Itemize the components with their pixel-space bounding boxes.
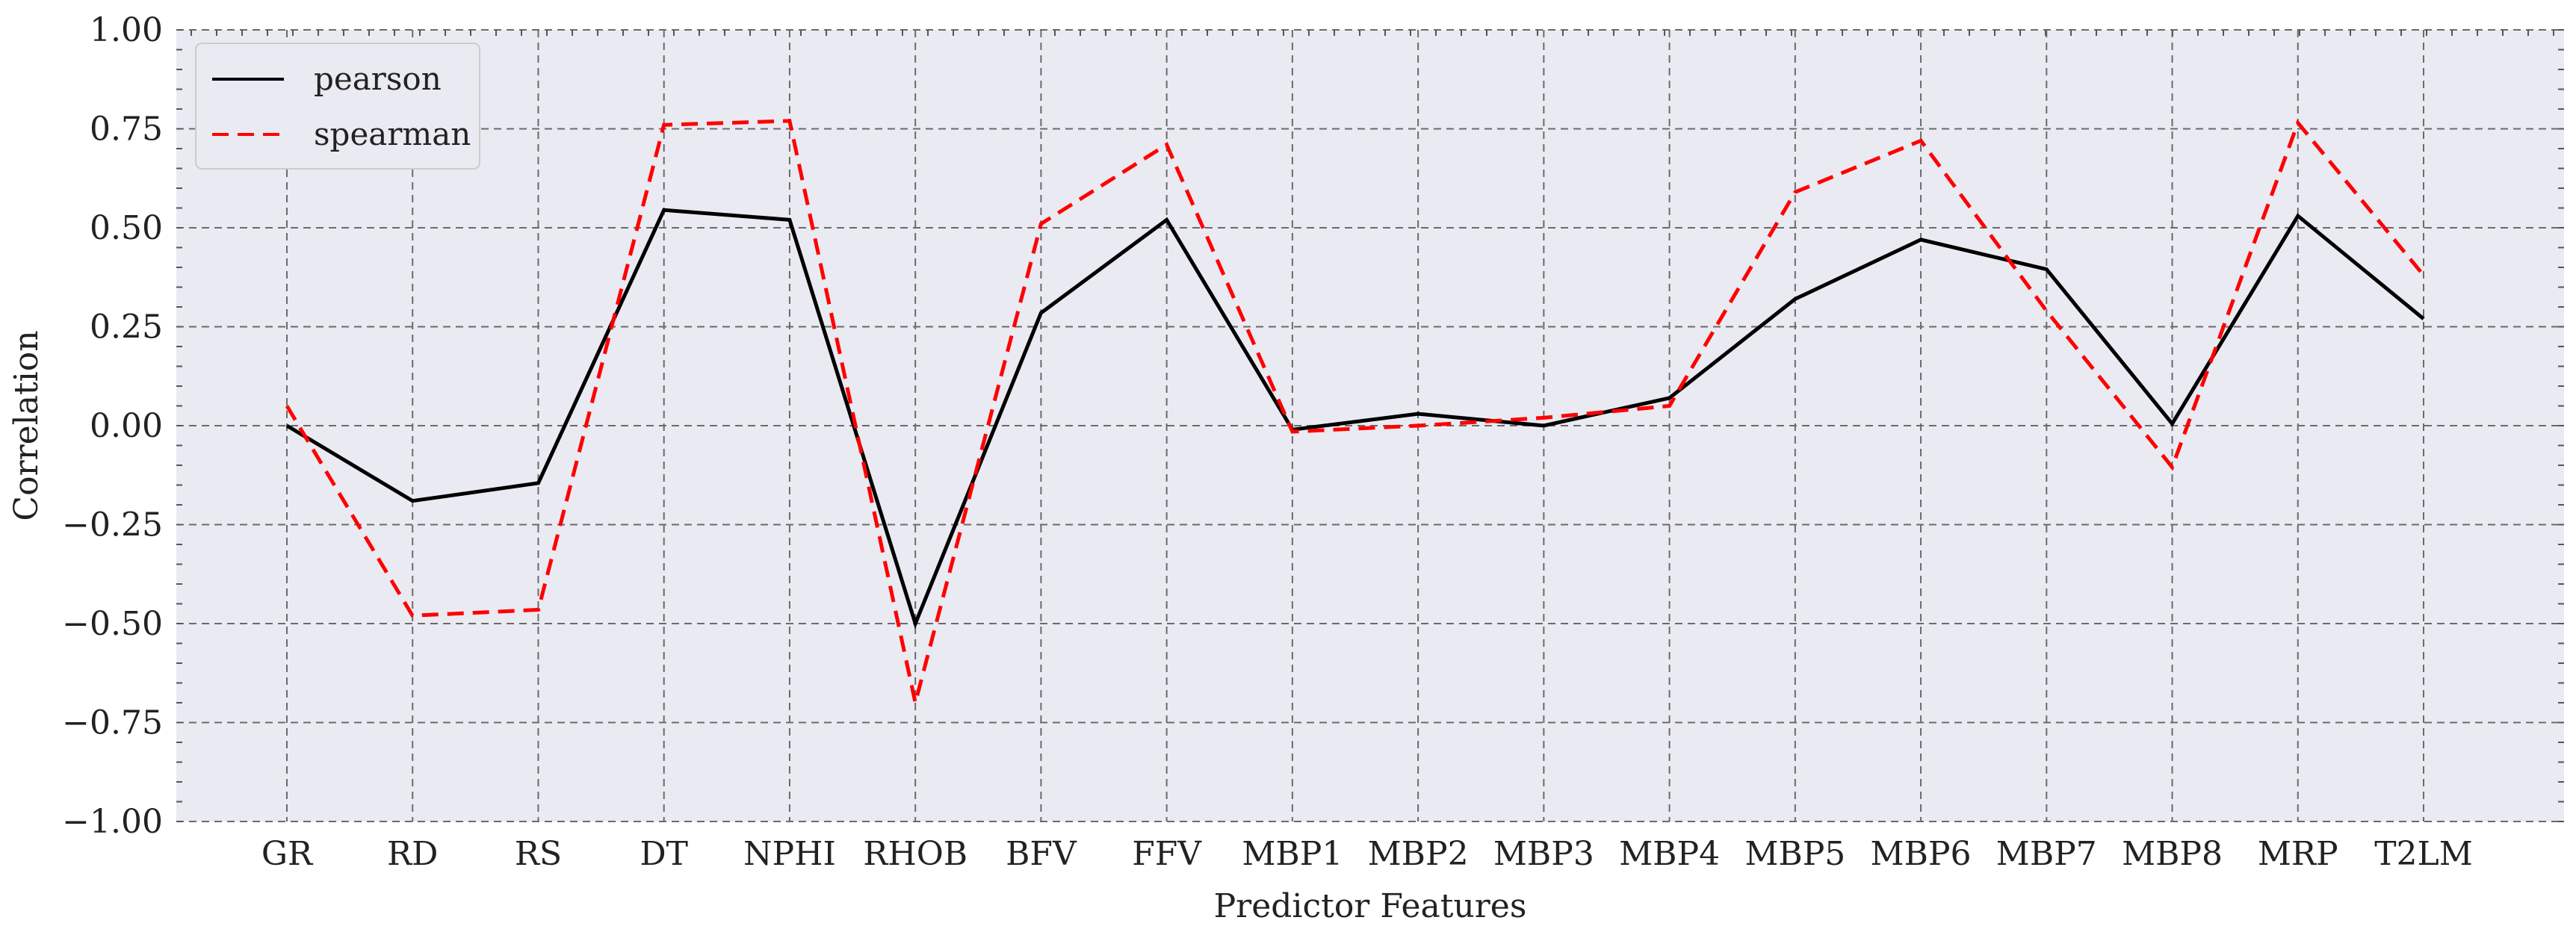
x-tick-labels: GR RD RS DT NPHI RHOB BFV FFV MBP1 MBP2 MBP3 MBP4 MB… [261,835,2473,873]
y-tick-labels: 1.00 0.75 0.50 0.25 0.00 −0.25 −0.50 −0.75 −1.00 [62,11,163,841]
x-tick-label: MRP [2258,835,2338,873]
x-tick-label: RHOB [863,835,967,873]
x-tick-label: NPHI [743,835,836,873]
x-tick-label: MBP8 [2122,835,2223,873]
y-tick-label: −0.25 [62,506,163,544]
y-axis-title: Correlation [7,330,46,521]
x-tick-label: MBP1 [1242,835,1343,873]
legend-pearson-label: pearson [314,60,442,97]
legend-spearman-label: spearman [314,116,471,152]
y-tick-label: 0.25 [90,308,163,347]
y-tick-label: −0.50 [62,605,163,643]
x-tick-label: T2LM [2374,835,2473,873]
x-tick-label: RS [515,835,562,873]
x-tick-label: MBP5 [1744,835,1845,873]
y-tick-label: −1.00 [62,803,163,841]
x-tick-label: BFV [1006,835,1077,873]
y-tick-label: 0.75 [90,111,163,149]
x-tick-label: RD [387,835,438,873]
series-line-pearson [285,208,2425,630]
grid [176,29,2564,822]
legend-box [195,43,480,170]
x-tick-label: MBP2 [1368,835,1469,873]
y-tick-label: 0.00 [90,407,163,445]
x-tick-label: MBP7 [1996,835,2097,873]
y-tick-label: 0.50 [90,209,163,247]
x-tick-label: MBP3 [1493,835,1594,873]
series-line-spearman [285,119,2425,703]
series-layer [285,119,2425,703]
x-tick-label: DT [640,835,688,873]
y-tick-label: −0.75 [62,704,163,742]
x-axis-title: Predictor Features [1214,887,1527,925]
minor-ticks [176,29,2564,822]
y-tick-label: 1.00 [90,11,163,49]
x-tick-label: MBP4 [1619,835,1720,873]
legend: pearson spearman [195,43,480,170]
x-tick-label: FFV [1132,835,1202,873]
x-tick-label: GR [261,835,314,873]
x-tick-label: MBP6 [1871,835,1972,873]
